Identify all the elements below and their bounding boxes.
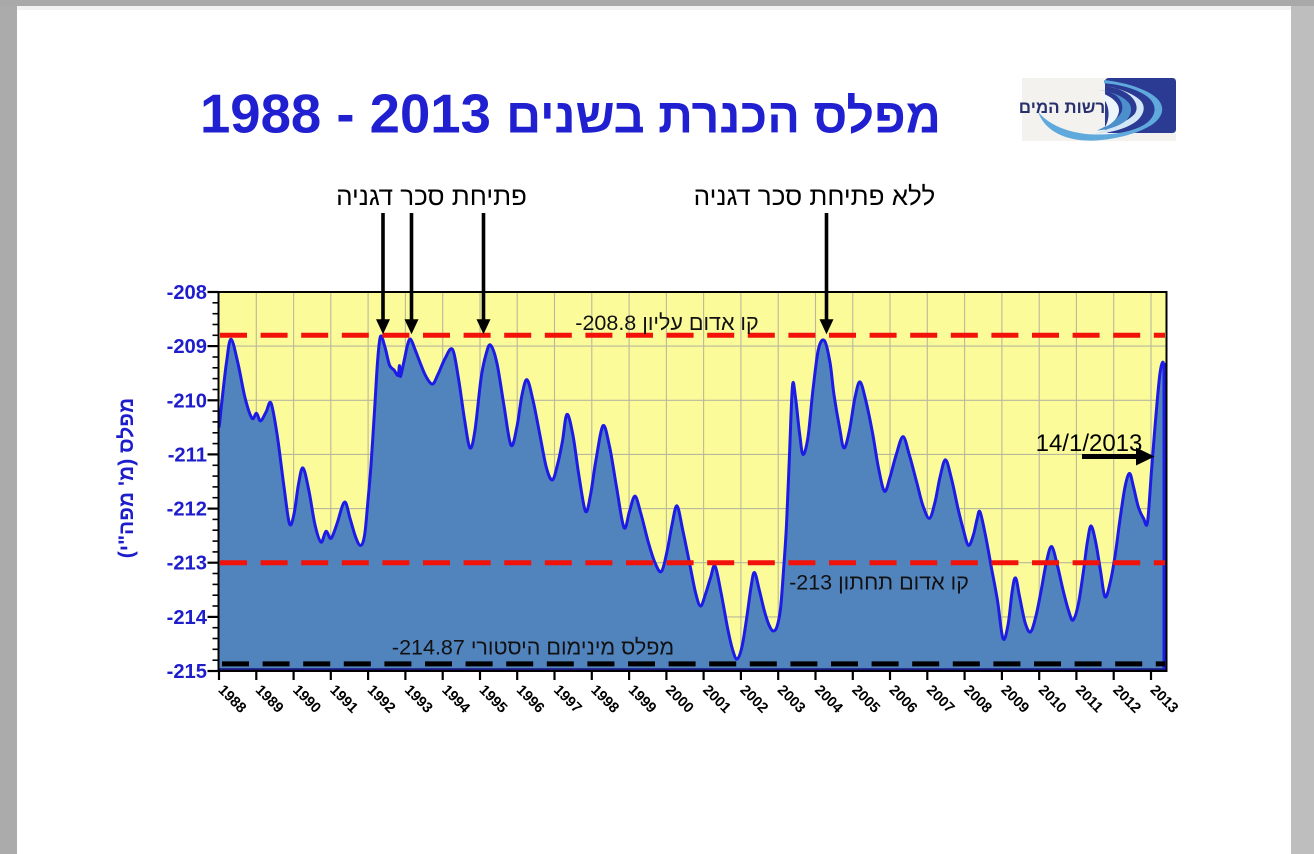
svg-text:ללא פתיחת סכר דגניה: ללא פתיחת סכר דגניה (694, 181, 936, 211)
svg-text:-215: -215 (167, 661, 207, 683)
svg-text:-213: -213 (167, 553, 207, 575)
svg-text:רשות המים: רשות המים (1019, 98, 1105, 117)
svg-text:-214.87 מפלס מינימום היסטורי: -214.87 מפלס מינימום היסטורי (392, 636, 674, 660)
svg-text:מפלס (מ' מפה"י): מפלס (מ' מפה"י) (115, 398, 138, 559)
svg-text:-210: -210 (167, 390, 207, 412)
svg-text:1988 - 2013 מפלס הכנרת בשנים: 1988 - 2013 מפלס הכנרת בשנים (200, 84, 941, 145)
svg-text:-214: -214 (167, 607, 208, 629)
svg-text:-208.8 קו אדום עליון: -208.8 קו אדום עליון (575, 311, 758, 335)
svg-text:-212: -212 (167, 499, 207, 521)
svg-text:פתיחת סכר דגניה: פתיחת סכר דגניה (336, 181, 527, 211)
svg-text:-213 קו אדום תחתון: -213 קו אדום תחתון (789, 571, 969, 595)
svg-text:-211: -211 (168, 444, 207, 466)
svg-text:-209: -209 (167, 336, 207, 358)
svg-text:-208: -208 (167, 282, 207, 304)
svg-text:14/1/2013: 14/1/2013 (1036, 430, 1143, 457)
